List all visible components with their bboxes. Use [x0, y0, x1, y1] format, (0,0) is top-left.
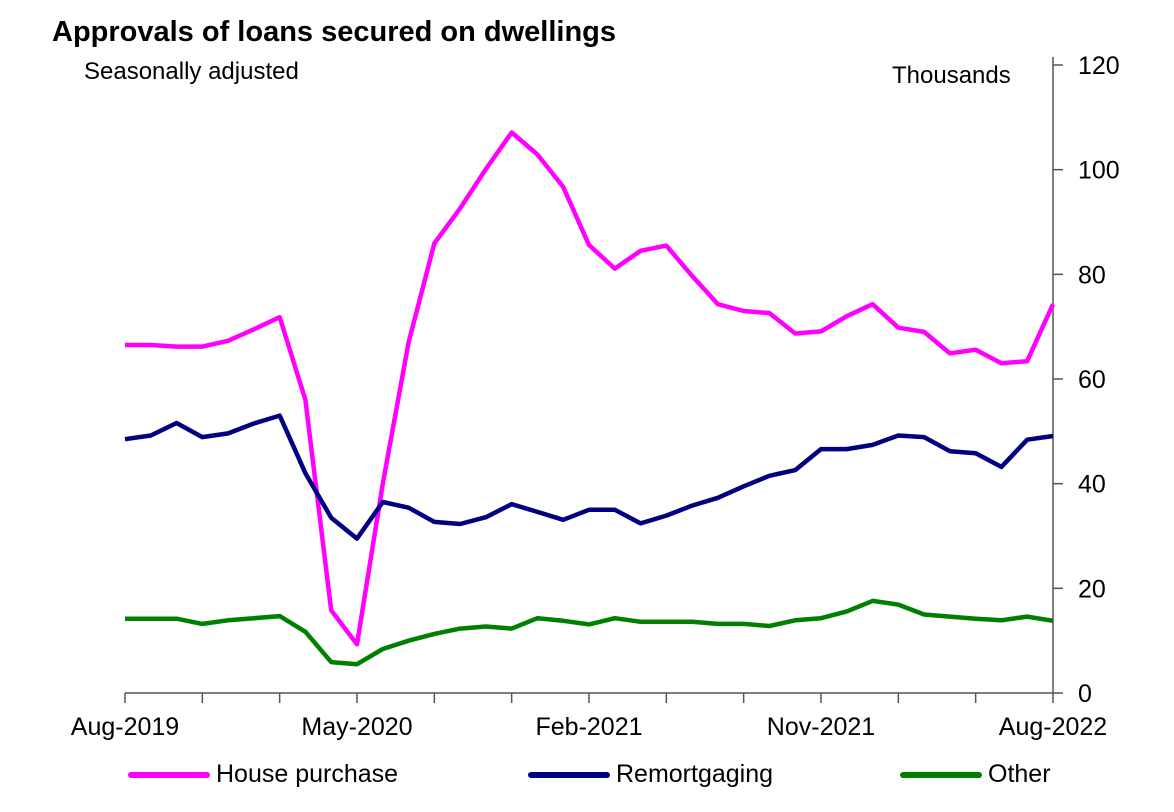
y-tick-label: 100: [1078, 157, 1120, 185]
legend-swatch-other: [900, 771, 982, 778]
x-tick-label: May-2020: [301, 713, 412, 741]
y-tick-label: 80: [1078, 261, 1106, 289]
x-tick-label: Feb-2021: [535, 713, 642, 741]
legend: House purchase Remortgaging Other: [0, 760, 1174, 800]
legend-item-other: Other: [900, 760, 1051, 789]
series-line-other: [125, 598, 1054, 667]
chart-subtitle: Seasonally adjusted: [84, 58, 299, 85]
series-line-remortgaging: [124, 413, 1054, 541]
chart-title: Approvals of loans secured on dwellings: [52, 16, 616, 48]
series-line-house-purchase: [125, 130, 1056, 647]
legend-swatch-house-purchase: [128, 771, 210, 778]
legend-swatch-remortgaging: [528, 771, 610, 778]
legend-label: House purchase: [216, 760, 399, 788]
x-tick-label: Nov-2021: [767, 713, 875, 741]
legend-item-remortgaging: Remortgaging: [528, 760, 773, 789]
y-tick-label: 20: [1078, 575, 1106, 603]
x-tick-label: Aug-2022: [999, 713, 1107, 741]
legend-item-house-purchase: House purchase: [128, 760, 398, 789]
legend-label: Remortgaging: [616, 760, 774, 788]
x-tick-label: Aug-2019: [71, 713, 179, 741]
y-axis-label: Thousands: [892, 62, 1011, 89]
y-tick-label: 60: [1078, 366, 1106, 394]
y-tick-label: 0: [1078, 680, 1092, 708]
legend-label: Other: [988, 760, 1051, 788]
y-tick-label: 40: [1078, 471, 1106, 499]
y-tick-label: 120: [1078, 52, 1120, 80]
